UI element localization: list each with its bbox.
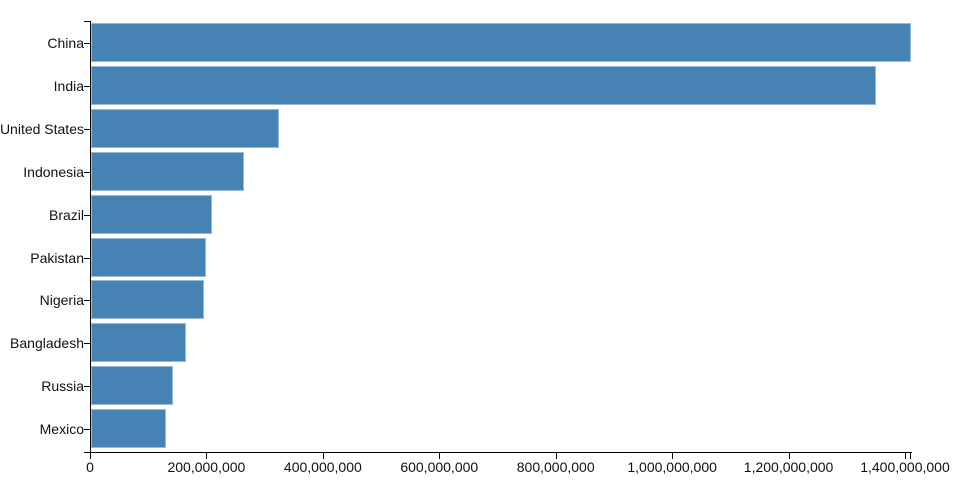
y-tick-pakistan [84, 258, 90, 259]
bar-indonesia [90, 152, 245, 191]
x-axis-line [84, 452, 912, 453]
y-label-nigeria: Nigeria [39, 291, 84, 308]
y-label-bangladesh: Bangladesh [10, 334, 84, 351]
y-tick-bangladesh [84, 343, 90, 344]
x-tick-200000000 [206, 453, 208, 459]
y-axis-outer-tick [84, 21, 91, 22]
y-label-indonesia: Indonesia [23, 163, 84, 180]
x-tick-1200000000 [788, 453, 790, 459]
bar-brazil [90, 195, 213, 234]
x-tick-label-1000000000: 1,000,000,000 [627, 459, 717, 475]
bar-pakistan [90, 238, 207, 277]
bar-united-states [90, 109, 280, 148]
x-tick-label-0: 0 [86, 459, 94, 475]
y-label-brazil: Brazil [48, 206, 84, 223]
bar-china [90, 23, 911, 62]
y-label-united-states: United States [0, 120, 84, 137]
x-tick-800000000 [555, 453, 557, 459]
x-tick-1000000000 [672, 453, 674, 459]
y-label-china: China [47, 34, 84, 51]
y-tick-nigeria [84, 300, 90, 301]
x-tick-600000000 [439, 453, 441, 459]
y-label-mexico: Mexico [39, 420, 84, 437]
x-tick-label-1200000000: 1,200,000,000 [743, 459, 834, 475]
x-tick-label-200000000: 200,000,000 [167, 459, 246, 475]
x-tick-label-400000000: 400,000,000 [283, 459, 362, 475]
x-tick-1400000000 [904, 453, 906, 459]
y-tick-mexico [84, 429, 90, 430]
y-label-pakistan: Pakistan [30, 249, 84, 266]
y-label-russia: Russia [41, 377, 84, 394]
bar-india [90, 66, 876, 105]
x-tick-0 [90, 453, 91, 459]
y-tick-india [84, 86, 90, 87]
x-tick-label-1400000000: 1,400,000,000 [860, 459, 950, 475]
bar-russia [90, 366, 174, 405]
x-axis-outer-tick [909, 453, 911, 459]
x-tick-label-600000000: 600,000,000 [400, 459, 479, 475]
y-tick-brazil [84, 215, 90, 216]
y-label-india: India [53, 77, 84, 94]
bar-bangladesh [90, 323, 187, 362]
y-tick-indonesia [84, 172, 90, 173]
x-tick-400000000 [322, 453, 324, 459]
x-tick-label-800000000: 800,000,000 [516, 459, 595, 475]
y-tick-united-states [84, 129, 90, 130]
y-tick-russia [84, 386, 90, 387]
bar-mexico [90, 409, 166, 448]
bar-nigeria [90, 280, 204, 319]
y-axis-line [90, 21, 91, 452]
y-tick-china [84, 43, 90, 44]
